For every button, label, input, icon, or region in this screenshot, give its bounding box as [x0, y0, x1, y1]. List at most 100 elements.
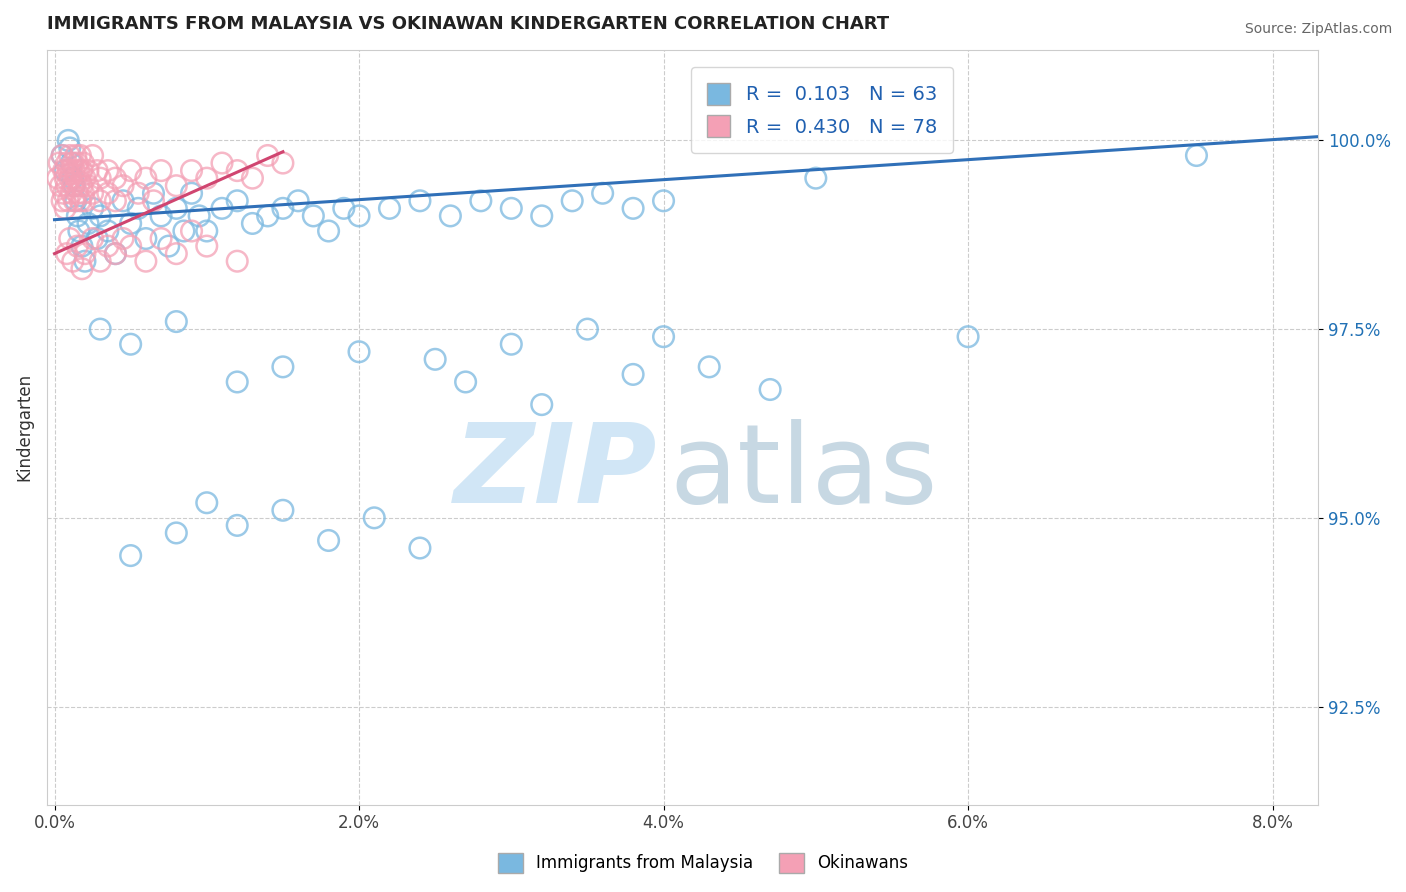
- Point: [66, 239, 89, 253]
- Point: [82, 231, 104, 245]
- Point: [561, 194, 583, 208]
- Point: [65, 194, 87, 208]
- Point: [66, 156, 89, 170]
- Point: [226, 375, 249, 389]
- Point: [135, 231, 157, 245]
- Point: [70, 261, 93, 276]
- Point: [576, 322, 599, 336]
- Point: [77, 178, 100, 193]
- Point: [59, 141, 82, 155]
- Point: [97, 186, 120, 201]
- Point: [51, 148, 73, 162]
- Point: [89, 194, 111, 208]
- Point: [104, 171, 127, 186]
- Point: [530, 209, 553, 223]
- Point: [66, 186, 89, 201]
- Point: [454, 375, 477, 389]
- Point: [70, 178, 93, 193]
- Point: [59, 231, 82, 245]
- Point: [271, 359, 294, 374]
- Point: [53, 171, 76, 186]
- Point: [73, 194, 96, 208]
- Point: [89, 209, 111, 223]
- Point: [48, 156, 70, 170]
- Point: [73, 254, 96, 268]
- Point: [120, 549, 142, 563]
- Point: [318, 533, 340, 548]
- Point: [142, 194, 165, 208]
- Point: [150, 209, 173, 223]
- Text: Source: ZipAtlas.com: Source: ZipAtlas.com: [1244, 22, 1392, 37]
- Point: [759, 383, 782, 397]
- Point: [69, 148, 91, 162]
- Point: [62, 254, 84, 268]
- Point: [89, 254, 111, 268]
- Point: [60, 156, 83, 170]
- Legend: R =  0.103   N = 63, R =  0.430   N = 78: R = 0.103 N = 63, R = 0.430 N = 78: [692, 67, 953, 153]
- Point: [287, 194, 309, 208]
- Y-axis label: Kindergarten: Kindergarten: [15, 373, 32, 482]
- Point: [67, 224, 90, 238]
- Point: [302, 209, 325, 223]
- Point: [73, 246, 96, 260]
- Point: [55, 246, 77, 260]
- Point: [97, 224, 120, 238]
- Point: [51, 148, 73, 162]
- Point: [318, 224, 340, 238]
- Point: [180, 224, 202, 238]
- Point: [621, 202, 644, 216]
- Point: [89, 171, 111, 186]
- Text: IMMIGRANTS FROM MALAYSIA VS OKINAWAN KINDERGARTEN CORRELATION CHART: IMMIGRANTS FROM MALAYSIA VS OKINAWAN KIN…: [46, 15, 889, 33]
- Point: [195, 239, 218, 253]
- Point: [58, 163, 80, 178]
- Point: [97, 239, 120, 253]
- Point: [226, 163, 249, 178]
- Point: [157, 239, 180, 253]
- Point: [111, 194, 134, 208]
- Point: [142, 186, 165, 201]
- Point: [60, 186, 83, 201]
- Point: [211, 156, 233, 170]
- Point: [67, 163, 90, 178]
- Point: [77, 217, 100, 231]
- Point: [697, 359, 720, 374]
- Point: [53, 202, 76, 216]
- Point: [409, 194, 432, 208]
- Point: [501, 337, 523, 351]
- Point: [104, 246, 127, 260]
- Point: [135, 171, 157, 186]
- Point: [242, 217, 264, 231]
- Point: [49, 178, 72, 193]
- Point: [55, 156, 77, 170]
- Point: [104, 246, 127, 260]
- Point: [72, 156, 94, 170]
- Point: [363, 511, 385, 525]
- Point: [58, 194, 80, 208]
- Point: [180, 186, 202, 201]
- Point: [333, 202, 356, 216]
- Point: [621, 368, 644, 382]
- Point: [652, 194, 675, 208]
- Point: [59, 148, 82, 162]
- Point: [58, 133, 80, 147]
- Point: [62, 156, 84, 170]
- Point: [271, 156, 294, 170]
- Text: atlas: atlas: [669, 419, 938, 526]
- Point: [77, 163, 100, 178]
- Point: [97, 163, 120, 178]
- Point: [52, 186, 75, 201]
- Point: [501, 202, 523, 216]
- Point: [271, 202, 294, 216]
- Point: [256, 209, 278, 223]
- Point: [63, 178, 86, 193]
- Point: [104, 194, 127, 208]
- Point: [62, 178, 84, 193]
- Point: [242, 171, 264, 186]
- Point: [53, 163, 76, 178]
- Text: ZIP: ZIP: [454, 419, 657, 526]
- Point: [46, 171, 69, 186]
- Point: [652, 329, 675, 343]
- Point: [165, 178, 187, 193]
- Point: [165, 246, 187, 260]
- Point: [52, 163, 75, 178]
